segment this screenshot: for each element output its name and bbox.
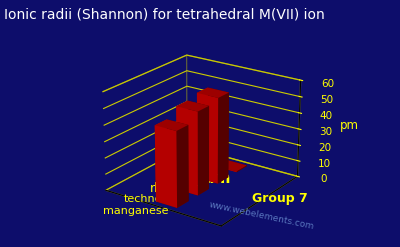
Text: www.webelements.com: www.webelements.com [208, 201, 315, 232]
Text: Ionic radii (Shannon) for tetrahedral M(VII) ion: Ionic radii (Shannon) for tetrahedral M(… [4, 7, 325, 21]
